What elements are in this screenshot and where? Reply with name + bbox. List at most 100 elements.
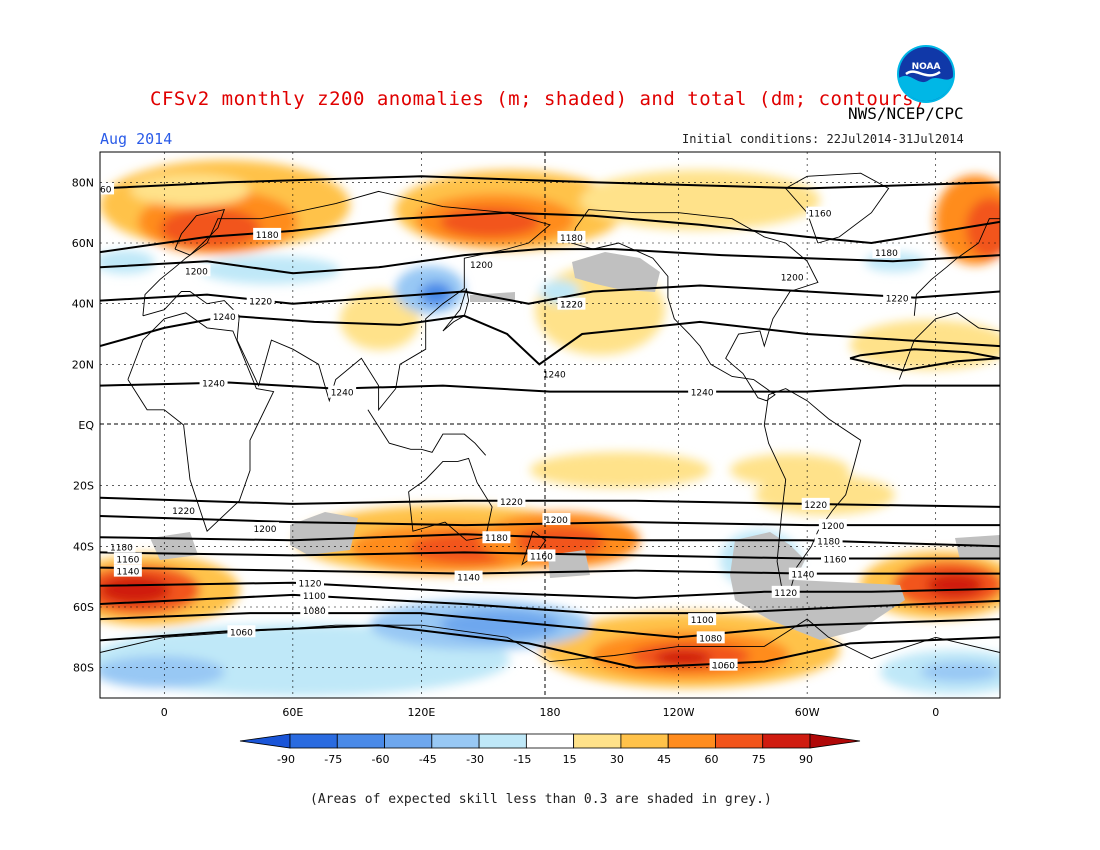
contour-label: 1220 (886, 295, 909, 305)
colorbar-segment (289, 733, 338, 749)
contour-label: 1160 (530, 552, 553, 562)
coastline (763, 388, 862, 593)
contour-label: 1220 (560, 301, 583, 311)
colorbar-tick-label: 15 (563, 753, 577, 766)
colorbar-tick-label: 30 (610, 753, 624, 766)
contour-line (100, 566, 1000, 575)
coastline (570, 209, 819, 402)
contour-label: 1200 (545, 516, 568, 526)
contour-label-bg (778, 270, 807, 283)
lon-tick-label: 120E (407, 706, 435, 719)
colorbar-tick-label: 45 (657, 753, 671, 766)
lat-tick-label: 40S (73, 540, 94, 553)
coastline (367, 409, 487, 456)
lon-tick-label: 120W (663, 706, 695, 719)
lat-lon-grid (100, 152, 1000, 698)
contour-label: 1060 (230, 628, 253, 638)
contour-label-bg (467, 258, 496, 271)
lat-tick-label: EQ (78, 419, 94, 432)
contour-label-bg (251, 522, 279, 535)
contour-label: 1240 (691, 389, 714, 399)
contour-line (100, 248, 1000, 275)
colorbar-segment (478, 733, 527, 749)
lon-tick-label: 0 (932, 706, 939, 719)
contour-label-bg (328, 385, 357, 398)
coastline (442, 288, 470, 332)
contour-label: 1100 (691, 616, 714, 626)
contour-line (100, 581, 1000, 599)
contour-label: 1140 (457, 574, 480, 584)
contour-label-bg (883, 291, 912, 304)
contour-label-bg (300, 604, 329, 617)
contour-label: 1180 (256, 231, 279, 241)
contour-label: 1180 (817, 537, 840, 547)
contour-label-bg (557, 230, 586, 243)
map-frame (99, 151, 1001, 699)
contour-label-bg (454, 570, 483, 583)
coastline (127, 312, 275, 533)
logo-text: NOAA (912, 62, 941, 72)
colorbar-over-arrow (809, 733, 861, 749)
contour-label: 1200 (781, 273, 804, 283)
contour-label: 1140 (116, 568, 139, 578)
contour-label: 1240 (543, 370, 566, 380)
contour-label-bg (182, 264, 211, 277)
colorbar-tick-label: -30 (466, 753, 484, 766)
agency-label: NWS/NCEP/CPC (848, 104, 964, 123)
contour-label-bg (688, 613, 717, 626)
coastline (784, 172, 890, 244)
contour-label: 1180 (110, 543, 133, 553)
noaa-logo: NOAA (897, 45, 955, 103)
lon-tick-label: 60W (795, 706, 820, 719)
colorbar-tick-label: -45 (419, 753, 437, 766)
contour-label: 1180 (560, 234, 583, 244)
contour-label: 1220 (500, 498, 523, 508)
initial-conditions: Initial conditions: 22Jul2014-31Jul2014 (682, 132, 964, 146)
contour-label: 1220 (249, 298, 272, 308)
contour-label-bg (806, 206, 834, 219)
colorbar-tick-label: 90 (799, 753, 813, 766)
contour-label-bg (688, 385, 717, 398)
contour-line (100, 496, 1000, 508)
contour-label-bg (527, 549, 556, 562)
colorbar-tick-label: -15 (513, 753, 531, 766)
contour-label-bg (296, 576, 324, 589)
contour-label-bg (113, 552, 142, 565)
coastline (408, 457, 493, 541)
contour-label-bg (199, 376, 228, 389)
forecast-month: Aug 2014 (100, 130, 173, 148)
colorbar-segment (715, 733, 764, 749)
colorbar-tick-label: 75 (752, 753, 766, 766)
contour-line (100, 612, 1000, 639)
contour-line (100, 381, 1000, 393)
lat-tick-label: 20N (72, 358, 94, 371)
contour-line (849, 348, 1000, 372)
axis-labels: 80N 60N 40N 20N EQ 20S 40S 60S 80S 0 60E 120E 180 120… (72, 176, 939, 719)
lat-tick-label: 80N (72, 176, 94, 189)
contour-label-bg (246, 294, 275, 307)
contour-label: 1200 (185, 267, 208, 277)
colorbar-segment (525, 733, 575, 749)
contour-label-bg (696, 631, 725, 644)
colorbar-tick-label: 60 (704, 753, 718, 766)
contour-label-bg (497, 494, 526, 507)
contour-label: 1240 (331, 389, 354, 399)
colorbar-tick-label: -60 (372, 753, 390, 766)
coastline (142, 190, 551, 412)
lat-tick-label: 20S (73, 480, 94, 493)
contour-label: 1100 (303, 592, 326, 602)
contour-label-bg (300, 588, 329, 601)
contour-label-bg (107, 540, 136, 553)
colorbar: -90 -75 -60 -45 -30 -15 15 30 45 60 75 90 (239, 733, 861, 766)
contour-label-bg (113, 564, 142, 577)
contour-label-bg (801, 497, 830, 510)
contour-label: 1160 (116, 555, 139, 565)
contour-label-bg (542, 513, 571, 526)
coastline (913, 218, 1000, 316)
contour-label: 1160 (809, 210, 832, 220)
contour-label-bg (169, 503, 198, 516)
lon-tick-label: 0 (161, 706, 168, 719)
contour-label: 1240 (202, 380, 225, 390)
contour-label-bg (872, 246, 901, 259)
